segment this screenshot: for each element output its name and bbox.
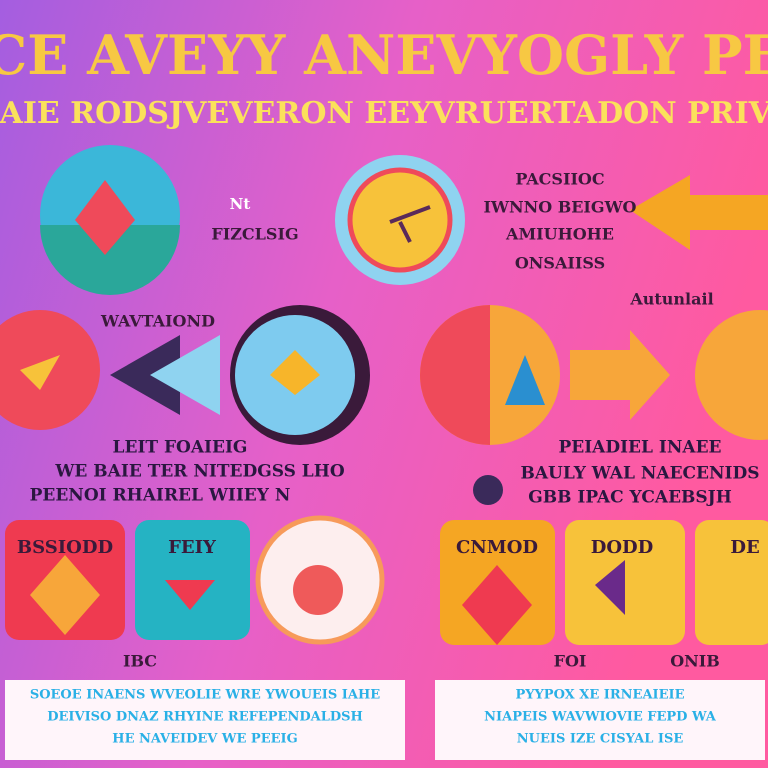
footer-box	[5, 680, 405, 760]
label: AMIUHOHE	[505, 225, 614, 244]
circle-half	[420, 305, 490, 445]
circle-half	[40, 225, 180, 295]
triangle	[595, 560, 625, 615]
clock-hands	[389, 205, 431, 243]
card	[695, 520, 768, 645]
card-label: DODD	[591, 537, 654, 558]
subtitle: BAIE RODSJVEVERON EEYVRUERTADON PRIVZ	[0, 96, 768, 131]
diamond	[462, 565, 532, 645]
caption: PEENOI RHAIREL WIIEY N	[30, 486, 291, 506]
footer-text: NIAPEIS WAVWIOVIE FEPD WA	[484, 710, 717, 725]
label: PACSIIOC	[515, 170, 604, 189]
caption: FOI	[554, 652, 587, 671]
label: Nt	[230, 195, 251, 213]
footer-box	[435, 680, 765, 760]
heart	[165, 580, 215, 610]
diamond	[75, 180, 135, 255]
shape	[20, 355, 60, 390]
caption: GBB IPAC YCAEBSJH	[528, 488, 732, 508]
card-label: BSSIODD	[17, 537, 113, 558]
title: ICE AVEYY ANEVYOGLY PEI	[0, 23, 768, 87]
arrow	[570, 330, 670, 420]
label: IWNNO BEIGWO	[484, 198, 637, 217]
footer-text: DEIVISO DNAZ RHYINE REFEPENDALDSH	[47, 710, 363, 725]
card-label: CNMOD	[456, 537, 538, 558]
caption: LEIT FOAIEIG	[113, 438, 248, 458]
triangle	[505, 355, 545, 405]
footer-text: SOEOE INAENS WVEOLIE WRE YWOUEIS IAHE	[30, 688, 380, 703]
caption: IBC	[123, 652, 157, 671]
circle	[695, 310, 768, 440]
footer-text: NUEIS IZE CISYAL ISE	[517, 732, 684, 747]
footer-text: PYYPOX XE IRNEAIEIE	[515, 688, 684, 703]
diamond	[30, 555, 100, 635]
shape	[293, 565, 343, 615]
card-label: FEIY	[168, 537, 217, 558]
icon	[473, 475, 503, 505]
label: FIZCLSIG	[211, 225, 298, 244]
arrow	[150, 335, 220, 415]
arrow	[110, 335, 180, 415]
caption: ONIB	[670, 652, 720, 671]
diamond	[270, 350, 320, 395]
arrow	[630, 175, 768, 250]
label: WAVTAIOND	[100, 312, 215, 331]
caption: BAULY WAL NAECENIDS	[520, 464, 759, 484]
label: ONSAIISS	[515, 254, 605, 273]
caption: PEIADIEL INAEE	[558, 438, 721, 458]
label: Autunlail	[629, 290, 713, 309]
caption: WE BAIE TER NITEDGSS LHO	[54, 462, 344, 482]
card-label: DE	[730, 537, 759, 558]
footer-text: HE NAVEIDEV WE PEEIG	[112, 732, 297, 747]
